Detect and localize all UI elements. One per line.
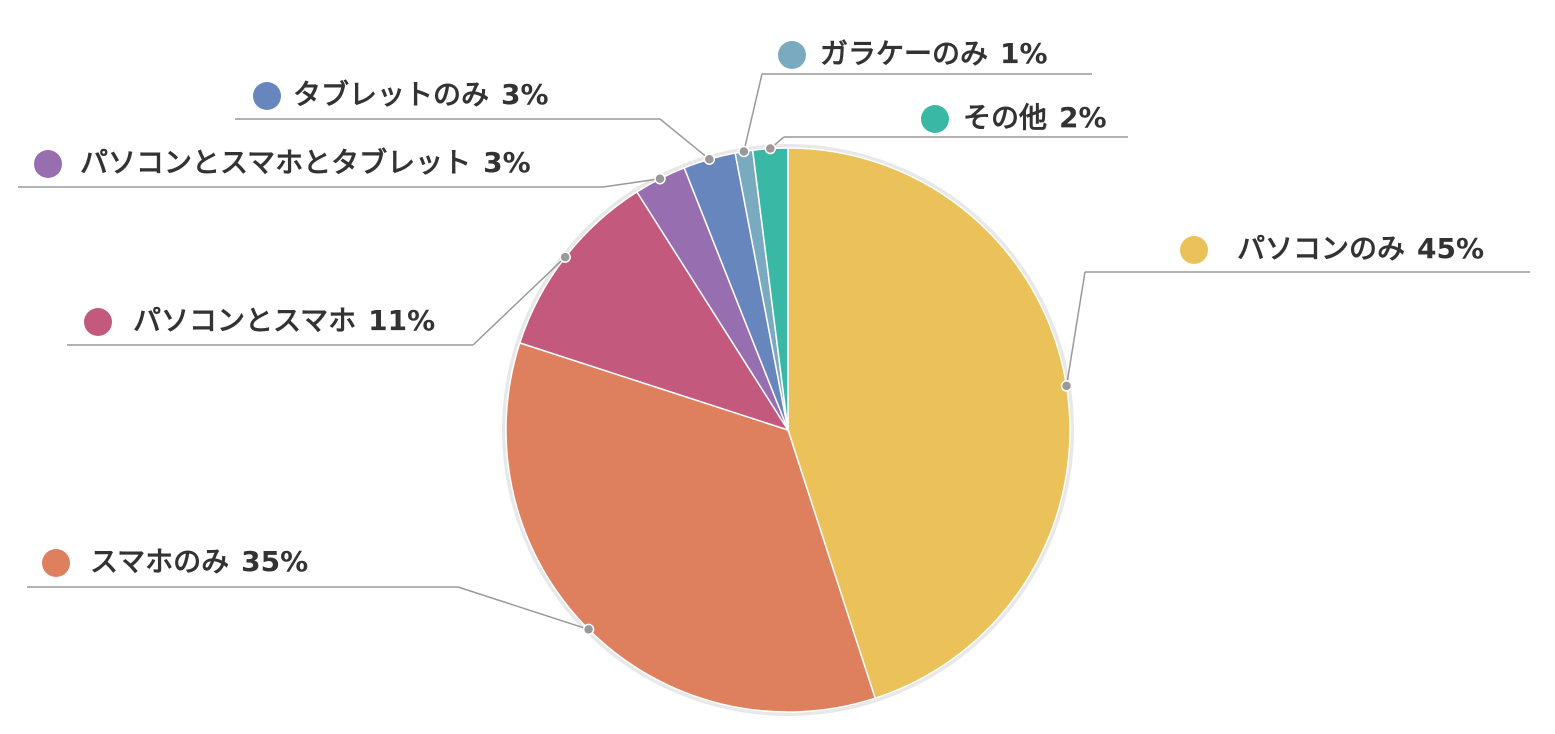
slice-category: スマホのみ <box>90 545 229 578</box>
legend-dot <box>778 41 806 69</box>
slice-category: その他 <box>963 101 1047 134</box>
pie-ring <box>502 144 1074 716</box>
slice-category: タブレットのみ <box>293 78 489 111</box>
slice-label: パソコンとスマホとタブレット 3% <box>80 146 531 179</box>
leader-line <box>743 73 763 152</box>
legend-dot <box>253 82 281 110</box>
slice-value: 3% <box>483 146 531 179</box>
leader-dot <box>559 251 571 263</box>
slice-value: 1% <box>1000 37 1048 70</box>
leader-line <box>472 256 566 346</box>
slice-category: ガラケーのみ <box>820 37 988 70</box>
leader-dot <box>703 153 716 165</box>
leader-dot <box>1060 380 1073 392</box>
slice-category: パソコンとスマホ <box>133 304 356 337</box>
slice-value: 35% <box>241 545 308 578</box>
slice-value: 3% <box>501 78 549 111</box>
legend-dot <box>1180 236 1208 264</box>
slice-label: タブレットのみ 3% <box>293 78 549 111</box>
slice-label: パソコンのみ 45% <box>1237 232 1484 265</box>
leader-dot <box>738 145 750 158</box>
leader-line <box>659 118 710 160</box>
leader-dot <box>654 172 666 185</box>
slice-value: 45% <box>1417 232 1484 265</box>
slice-label: その他 2% <box>963 101 1107 134</box>
leader-dot <box>764 142 777 155</box>
slice-category: パソコンとスマホとタブレット <box>80 146 471 179</box>
legend-dot <box>42 549 70 577</box>
leader-line <box>602 177 661 188</box>
slice-category: パソコンのみ <box>1237 232 1405 265</box>
legend-dot <box>34 150 62 178</box>
slice-label: ガラケーのみ 1% <box>820 37 1048 70</box>
slice-value: 11% <box>368 304 435 337</box>
legend-dot <box>84 308 112 336</box>
slice-label: スマホのみ 35% <box>90 545 308 578</box>
leader-dot <box>582 623 595 636</box>
leader-line <box>457 586 589 631</box>
slice-value: 2% <box>1059 101 1107 134</box>
legend-dot <box>921 105 949 133</box>
slice-label: パソコンとスマホ 11% <box>133 304 435 337</box>
leader-line <box>1065 271 1086 387</box>
